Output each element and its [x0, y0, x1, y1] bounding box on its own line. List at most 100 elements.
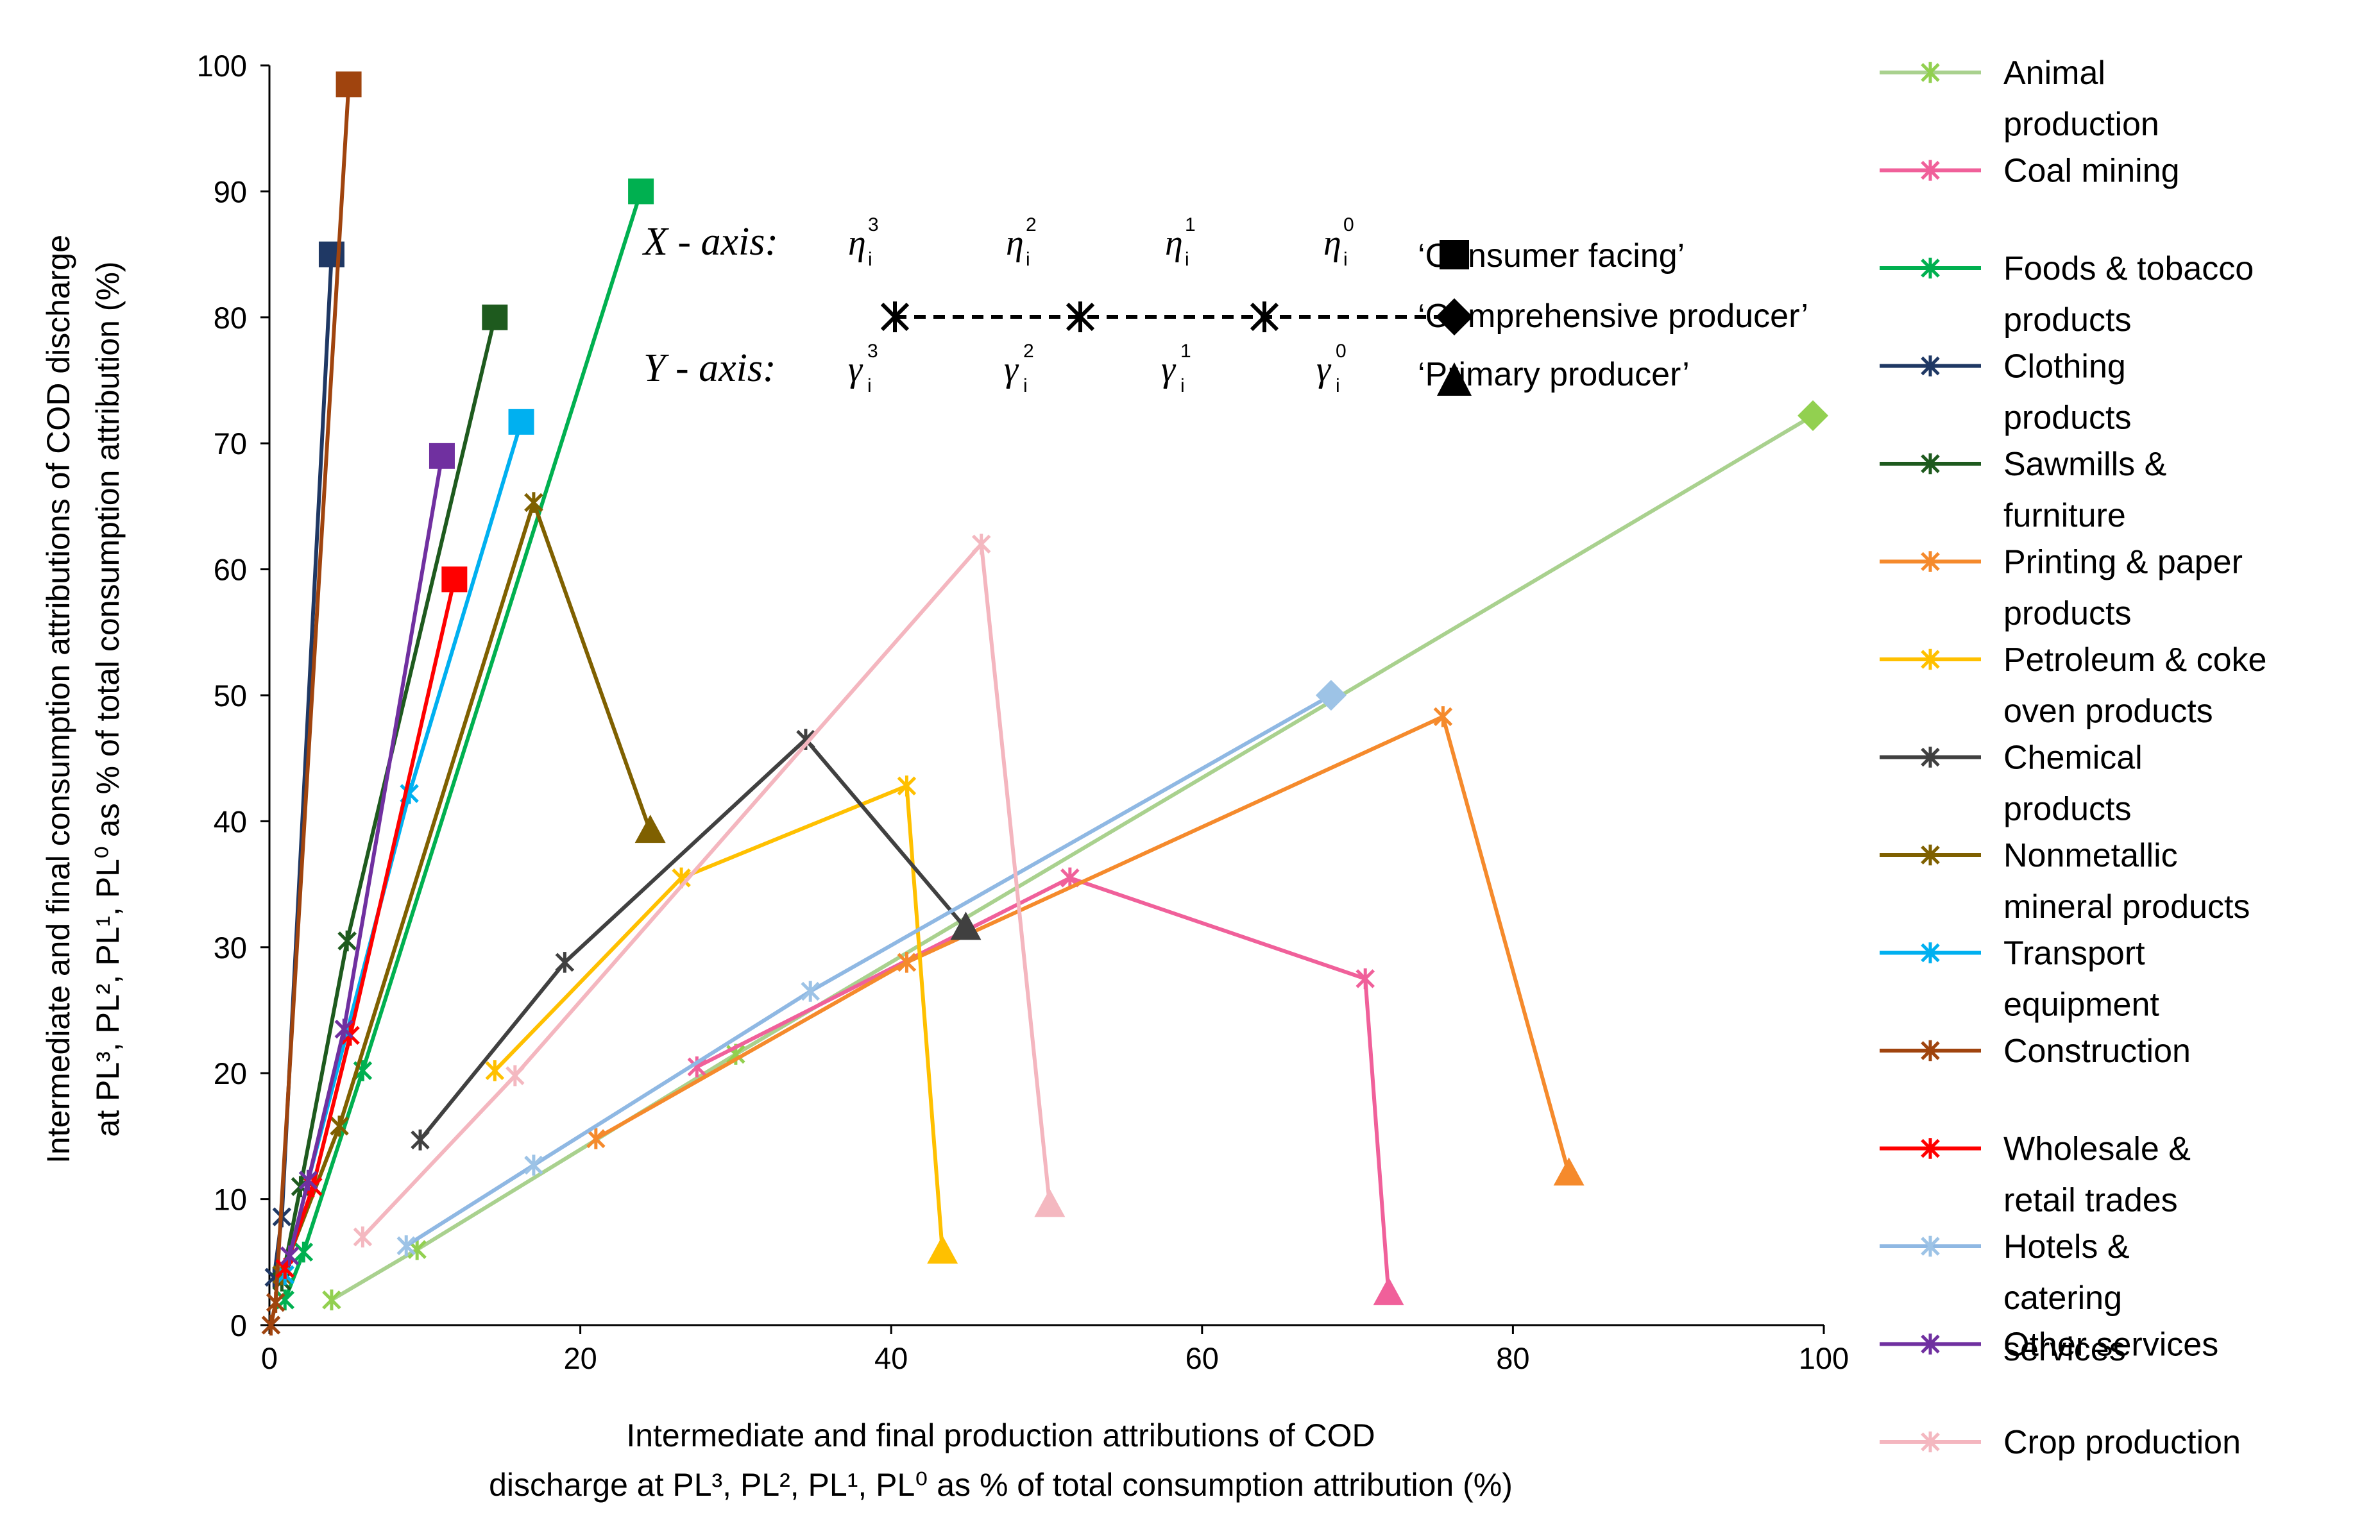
legend-entry-construction: Construction — [1880, 1033, 2191, 1070]
legend-entry-chemical-products: Chemical products — [1880, 740, 2143, 828]
series-other-services — [280, 443, 455, 1267]
legend-label-chemical-products: Chemical products — [2003, 740, 2143, 828]
y-tick-label: 70 — [214, 427, 247, 461]
eta-3-symbol: η — [848, 223, 866, 263]
series-layer — [261, 71, 1829, 1336]
series-line-other-services — [287, 455, 444, 1257]
series-printing-and-paper-products — [586, 706, 1585, 1186]
gamma-1-superscript: 1 — [1180, 341, 1191, 362]
legend-label-printing-and-paper-products: Printing & paper products — [2003, 544, 2243, 632]
series-construction — [261, 71, 362, 1336]
series-line-hotels-and-catering-services — [405, 693, 1332, 1248]
data-point-nonmetallic-mineral-products — [524, 492, 543, 513]
end-marker-other-services — [429, 443, 455, 469]
data-point-construction — [261, 1314, 281, 1336]
gamma-3-subscript: i — [867, 375, 872, 396]
legend-label-foods-and-tobacco-products: Foods & tobacco products — [2003, 250, 2254, 339]
data-point-chemical-products — [555, 952, 575, 973]
data-point-crop-production — [353, 1226, 373, 1248]
y-axis-title-line-1: Intermediate and final consumption attri… — [40, 235, 76, 1163]
end-marker-transport-equipment — [508, 409, 534, 435]
series-petroleum-and-coke-oven-products — [485, 775, 958, 1264]
x-tick-label: 0 — [261, 1341, 278, 1375]
end-marker-petroleum-and-coke-oven-products — [927, 1235, 958, 1264]
end-marker-nonmetallic-mineral-products — [634, 815, 666, 843]
end-marker-sawmills-and-furniture — [482, 304, 508, 330]
data-point-chemical-products — [411, 1130, 430, 1151]
y-tick-label: 10 — [214, 1183, 247, 1217]
y-tick-label: 30 — [214, 931, 247, 965]
data-point-hotels-and-catering-services — [524, 1155, 543, 1176]
legend-entry-sawmills-and-furniture: Sawmills & furniture — [1880, 446, 2166, 534]
legend-entry-foods-and-tobacco-products: Foods & tobacco products — [1880, 250, 2254, 339]
end-marker-chemical-products — [950, 911, 982, 940]
y-tick-label: 60 — [214, 553, 247, 587]
data-point-foods-and-tobacco-products — [294, 1241, 314, 1263]
consumer-facing-square-icon — [1440, 240, 1469, 269]
eta-0-superscript: 0 — [1343, 214, 1354, 235]
legend-entry-clothing-products: Clothing products — [1880, 348, 2131, 437]
data-point-other-services — [280, 1245, 300, 1267]
x-axis-title-line-2: discharge at PL³, PL², PL¹, PL⁰ as % of … — [489, 1467, 1513, 1503]
legend-label-nonmetallic-mineral-products: Nonmetallic mineral products — [2003, 837, 2250, 926]
x-axis-title-line-1: Intermediate and final production attrib… — [626, 1417, 1375, 1453]
legend-entry-other-services: Other services — [1880, 1326, 2218, 1364]
legend-swatch-marker — [1921, 648, 1940, 670]
end-marker-construction — [336, 71, 362, 97]
gamma-1-symbol: γ — [1161, 350, 1177, 389]
data-point-coal-mining — [1356, 968, 1375, 990]
legend-entry-printing-and-paper-products: Printing & paper products — [1880, 544, 2243, 632]
legend-swatch-marker — [1921, 1138, 1940, 1159]
data-point-animal-production — [322, 1289, 341, 1310]
legend-label-animal-production: Animal production — [2003, 55, 2159, 143]
legend-entry-crop-production: Crop production — [1880, 1424, 2241, 1461]
data-point-petroleum-and-coke-oven-products — [485, 1060, 505, 1081]
primary-producer-label: ‘Primary producer’ — [1418, 356, 1690, 393]
data-point-sawmills-and-furniture — [337, 930, 357, 952]
legend-swatch-marker — [1921, 1040, 1940, 1062]
series-line-wholesale-and-retail-trades — [283, 579, 457, 1269]
legend-swatch-marker — [1921, 747, 1940, 768]
gamma-0-symbol: γ — [1316, 350, 1332, 389]
gamma-3-symbol: γ — [848, 350, 863, 389]
x-tick-label: 60 — [1186, 1341, 1219, 1375]
comprehensive-producer-diamond-icon — [1436, 298, 1473, 335]
eta-3-subscript: i — [868, 249, 872, 270]
series-line-animal-production — [330, 414, 1814, 1302]
y-tick-label: 40 — [214, 804, 247, 838]
annotation-star-2-icon — [1066, 301, 1095, 332]
data-point-other-services — [334, 1019, 354, 1040]
eta-2-symbol: η — [1006, 223, 1024, 263]
legend-swatch-marker — [1921, 942, 1940, 963]
legend-label-transport-equipment: Transport equipment — [2003, 935, 2159, 1024]
legend-entry-wholesale-and-retail-trades: Wholesale & retail trades — [1880, 1131, 2191, 1219]
eta-2-superscript: 2 — [1026, 214, 1037, 235]
data-point-nonmetallic-mineral-products — [330, 1115, 349, 1137]
legend-label-other-services: Other services — [2003, 1326, 2218, 1364]
legend-label-sawmills-and-furniture: Sawmills & furniture — [2003, 446, 2166, 534]
annotation-star-1-icon — [1250, 301, 1279, 332]
eta-1-subscript: i — [1185, 249, 1189, 270]
legend-swatch-marker — [1921, 1333, 1940, 1355]
data-point-printing-and-paper-products — [897, 952, 917, 973]
data-point-crop-production — [506, 1065, 525, 1087]
end-marker-foods-and-tobacco-products — [628, 178, 654, 205]
series-line-foods-and-tobacco-products — [283, 190, 643, 1301]
series-animal-production — [322, 400, 1829, 1310]
legend-entry-coal-mining: Coal mining — [1880, 153, 2180, 190]
gamma-2-subscript: i — [1023, 375, 1028, 396]
data-point-crop-production — [971, 534, 991, 555]
legend-entry-hotels-and-catering-services: Hotels & catering services — [1880, 1228, 2130, 1368]
legend-swatch-marker — [1921, 551, 1940, 572]
legend-entry-nonmetallic-mineral-products: Nonmetallic mineral products — [1880, 837, 2250, 926]
end-marker-hotels-and-catering-services — [1315, 680, 1347, 711]
level-annotation: X - axis: Y - axis: η 3 i η 2 i η 1 i η … — [642, 214, 1808, 396]
series-chemical-products — [411, 729, 982, 1151]
legend-label-coal-mining: Coal mining — [2003, 153, 2180, 190]
consumer-facing-label: ‘Consumer facing’ — [1418, 237, 1685, 275]
legend-entry-petroleum-and-coke-oven-products: Petroleum & coke oven products — [1880, 641, 2266, 730]
eta-1-symbol: η — [1165, 223, 1183, 263]
comprehensive-producer-label: ‘Comprehensive producer’ — [1418, 298, 1808, 335]
legend-swatch-marker — [1921, 1235, 1940, 1257]
data-point-hotels-and-catering-services — [396, 1235, 416, 1257]
